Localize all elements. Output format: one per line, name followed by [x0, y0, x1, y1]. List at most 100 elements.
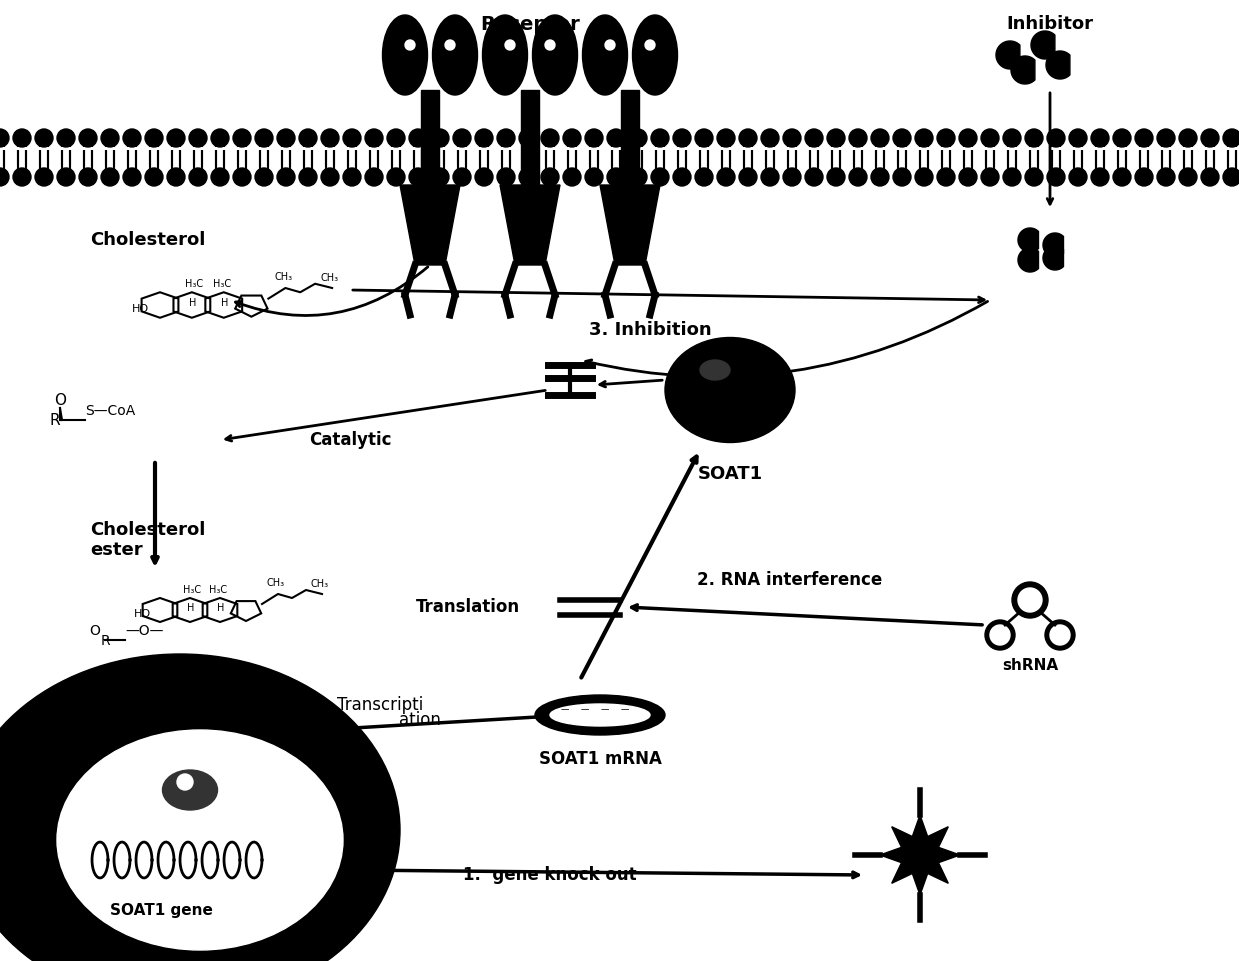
Text: Transcripti: Transcripti [337, 696, 424, 714]
Circle shape [1180, 168, 1197, 186]
Circle shape [826, 129, 845, 147]
Text: CH₃: CH₃ [321, 273, 339, 283]
Circle shape [102, 168, 119, 186]
Text: H: H [217, 603, 224, 613]
Circle shape [233, 129, 252, 147]
Ellipse shape [700, 360, 730, 380]
Circle shape [959, 129, 978, 147]
Ellipse shape [383, 15, 427, 95]
Text: ation: ation [399, 711, 441, 729]
Circle shape [555, 700, 565, 710]
Circle shape [190, 129, 207, 147]
Ellipse shape [582, 15, 627, 95]
Circle shape [387, 168, 405, 186]
Circle shape [255, 129, 273, 147]
Circle shape [431, 129, 449, 147]
Circle shape [1004, 129, 1021, 147]
Text: R: R [100, 634, 110, 648]
Circle shape [1201, 168, 1219, 186]
Circle shape [893, 129, 911, 147]
Circle shape [1012, 582, 1048, 618]
Text: CH₃: CH₃ [311, 579, 330, 589]
Circle shape [145, 168, 164, 186]
Text: Translation: Translation [416, 598, 520, 616]
Text: SOAT1: SOAT1 [698, 465, 762, 483]
Circle shape [453, 129, 471, 147]
Bar [522, 90, 539, 200]
Circle shape [123, 129, 141, 147]
Circle shape [167, 168, 185, 186]
Circle shape [177, 774, 193, 790]
Circle shape [211, 168, 229, 186]
Circle shape [937, 129, 955, 147]
Circle shape [167, 129, 185, 147]
Ellipse shape [0, 654, 400, 961]
Circle shape [1180, 129, 1197, 147]
Bar [621, 90, 639, 200]
Circle shape [233, 168, 252, 186]
Circle shape [981, 129, 999, 147]
Text: 3. Inhibition: 3. Inhibition [589, 321, 711, 339]
Circle shape [605, 40, 615, 50]
Circle shape [959, 168, 978, 186]
Circle shape [35, 129, 53, 147]
Circle shape [519, 129, 536, 147]
Circle shape [738, 129, 757, 147]
Text: CH₃: CH₃ [266, 578, 285, 588]
Circle shape [0, 168, 9, 186]
Circle shape [849, 129, 867, 147]
Circle shape [1025, 129, 1043, 147]
Text: Cholesterol: Cholesterol [90, 231, 206, 249]
Circle shape [1092, 168, 1109, 186]
Circle shape [695, 129, 712, 147]
Circle shape [650, 168, 669, 186]
Circle shape [12, 129, 31, 147]
Circle shape [615, 700, 624, 710]
Circle shape [717, 168, 735, 186]
Circle shape [1047, 129, 1066, 147]
Circle shape [673, 129, 691, 147]
Text: —: — [581, 705, 590, 714]
Circle shape [541, 129, 559, 147]
Circle shape [343, 168, 361, 186]
Circle shape [629, 129, 647, 147]
Text: H: H [187, 603, 195, 613]
Circle shape [990, 625, 1010, 645]
Circle shape [1135, 129, 1154, 147]
Circle shape [1069, 168, 1087, 186]
Circle shape [1157, 168, 1175, 186]
Polygon shape [1011, 56, 1035, 84]
Text: —: — [601, 705, 610, 714]
Text: H₃C: H₃C [183, 585, 201, 595]
Circle shape [57, 168, 76, 186]
Text: SOAT1 mRNA: SOAT1 mRNA [539, 750, 662, 768]
Circle shape [366, 168, 383, 186]
Circle shape [607, 168, 624, 186]
Text: O: O [89, 624, 100, 638]
Circle shape [445, 40, 455, 50]
Circle shape [826, 168, 845, 186]
Circle shape [717, 129, 735, 147]
Circle shape [595, 700, 605, 710]
Circle shape [673, 168, 691, 186]
Circle shape [0, 129, 9, 147]
Circle shape [738, 168, 757, 186]
Ellipse shape [57, 730, 343, 950]
Circle shape [1044, 620, 1075, 650]
Circle shape [387, 129, 405, 147]
Circle shape [79, 129, 97, 147]
Circle shape [805, 168, 823, 186]
Circle shape [761, 129, 779, 147]
Circle shape [497, 129, 515, 147]
Circle shape [102, 129, 119, 147]
Circle shape [1069, 129, 1087, 147]
Text: H₃C: H₃C [185, 279, 203, 289]
Polygon shape [1018, 248, 1038, 272]
Text: HO: HO [133, 305, 150, 314]
Circle shape [299, 129, 317, 147]
Polygon shape [1043, 233, 1063, 257]
Circle shape [123, 168, 141, 186]
Text: R: R [50, 413, 61, 428]
Circle shape [409, 129, 427, 147]
Text: S—CoA: S—CoA [85, 404, 135, 418]
